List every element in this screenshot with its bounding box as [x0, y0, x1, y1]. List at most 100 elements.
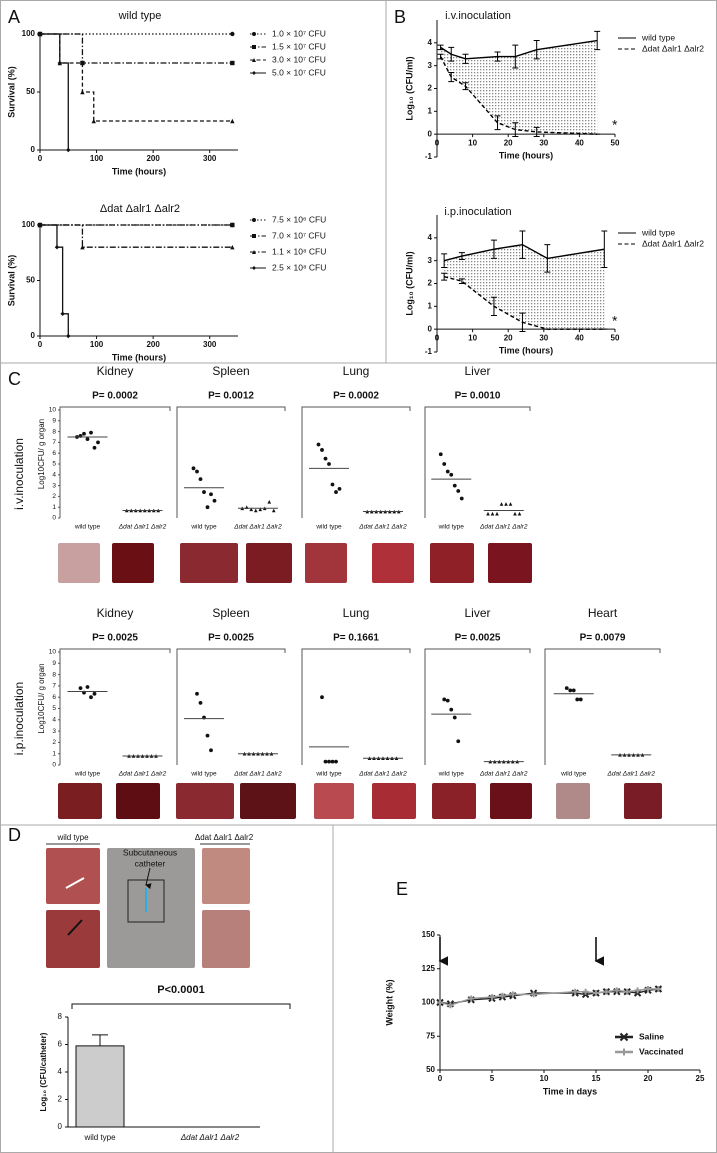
error-bar: [512, 122, 519, 137]
marker: [252, 45, 256, 49]
y-tick-label: 5: [52, 461, 56, 468]
marker: [252, 71, 256, 75]
error-bar: [458, 252, 465, 261]
step-line: [40, 33, 69, 150]
chart-title: Lung: [343, 364, 370, 378]
y-axis-label: Survival (%): [6, 66, 16, 118]
arrow: [145, 867, 152, 890]
legend-label: 3.0 × 10⁷ CFU: [272, 54, 326, 64]
step-line: [40, 33, 233, 122]
error-bar: [462, 53, 469, 64]
chart-title: Kidney: [97, 364, 134, 378]
marker: [92, 691, 97, 696]
photo: [58, 543, 100, 583]
photo: [58, 783, 102, 819]
x-tick-label: 300: [203, 340, 217, 349]
legend-label: 1.0 × 10⁷ CFU: [272, 28, 326, 38]
x-tick-label: 10: [540, 1074, 549, 1083]
marker: [37, 31, 43, 37]
photo: [490, 783, 532, 819]
shaded-area: [440, 40, 598, 135]
marker: [253, 508, 258, 513]
step-line: [40, 33, 233, 64]
marker: [459, 496, 464, 501]
marker: [198, 477, 203, 482]
marker: [66, 333, 71, 339]
x-tick-label: wild type: [190, 524, 217, 531]
y-tick-label: 4: [52, 717, 56, 724]
x-tick-label: 0: [435, 138, 440, 147]
chart-title: Spleen: [212, 606, 249, 620]
marker: [82, 431, 86, 436]
y-tick-label: 4: [428, 233, 433, 242]
y-tick-label: 1: [52, 750, 56, 757]
marker: [209, 492, 213, 497]
bracket: [176, 648, 286, 653]
x-tick-label: wild type: [438, 524, 465, 531]
y-tick-label: 2: [428, 279, 433, 288]
annotation: P<0.0001: [157, 984, 204, 996]
y-tick-label: 1: [428, 106, 433, 115]
y-axis-label: Survival (%): [6, 255, 16, 307]
x-tick-label: 100: [90, 154, 104, 163]
marker: [486, 511, 490, 516]
marker: [530, 991, 537, 998]
bar: [75, 1045, 125, 1128]
photo-label: Subcutaneous: [123, 847, 177, 857]
marker: [447, 1002, 454, 1009]
x-tick-label: 200: [146, 154, 160, 163]
series-line: [443, 275, 605, 330]
marker: [230, 60, 235, 66]
error-bar: [594, 30, 601, 51]
marker: [78, 686, 83, 691]
x-axis-label: Time (hours): [112, 166, 166, 176]
marker: [442, 697, 447, 702]
marker: [456, 739, 461, 744]
marker: [252, 32, 256, 36]
annotation: *: [612, 117, 618, 133]
marker: [91, 118, 96, 124]
x-tick-label: Δdat Δalr1 Δalr2: [180, 1133, 240, 1142]
annotation: P= 0.0012: [208, 391, 254, 402]
y-tick-label: 4: [58, 1067, 63, 1076]
marker: [334, 759, 338, 764]
marker: [452, 715, 457, 720]
marker: [198, 700, 203, 705]
y-tick-label: 7: [52, 439, 56, 446]
error-bar: [519, 230, 526, 259]
y-tick-label: 10: [49, 649, 57, 656]
marker: [323, 759, 328, 764]
marker: [437, 999, 443, 1006]
photo: [432, 783, 476, 819]
legend-label: Δdat Δalr1 Δalr2: [642, 43, 704, 53]
y-tick-label: 3: [52, 482, 56, 489]
annotation: P= 0.0025: [455, 633, 501, 644]
marker: [80, 60, 85, 66]
marker: [513, 511, 517, 516]
legend-label: Δdat Δalr1 Δalr2: [642, 238, 704, 248]
marker: [572, 988, 579, 995]
x-tick-label: 200: [146, 340, 160, 349]
error-bar: [490, 296, 497, 316]
marker: [578, 697, 583, 702]
y-tick-label: 50: [26, 87, 35, 96]
annotation: P= 0.0002: [333, 391, 379, 402]
chart-title: Spleen: [212, 364, 249, 378]
x-axis-label: Time (hours): [112, 352, 166, 362]
legend-label: 5.0 × 10⁷ CFU: [272, 67, 326, 77]
x-tick-label: 0: [435, 333, 440, 342]
marker: [320, 695, 324, 700]
legend-label: 1.1 × 10⁸ CFU: [272, 246, 326, 256]
x-tick-label: wild type: [83, 1133, 116, 1142]
row-label: i.p.inoculation: [12, 682, 26, 755]
marker: [89, 430, 93, 435]
x-tick-label: 5: [490, 1074, 495, 1083]
marker: [490, 511, 495, 516]
x-tick-label: 0: [438, 1074, 443, 1083]
shaded-area: [444, 244, 605, 330]
marker: [645, 986, 651, 992]
x-tick-label: 20: [504, 333, 513, 342]
y-tick-label: 0: [31, 145, 36, 154]
marker: [195, 691, 199, 696]
x-tick-label: Δdat Δalr1 Δalr2: [607, 771, 656, 778]
